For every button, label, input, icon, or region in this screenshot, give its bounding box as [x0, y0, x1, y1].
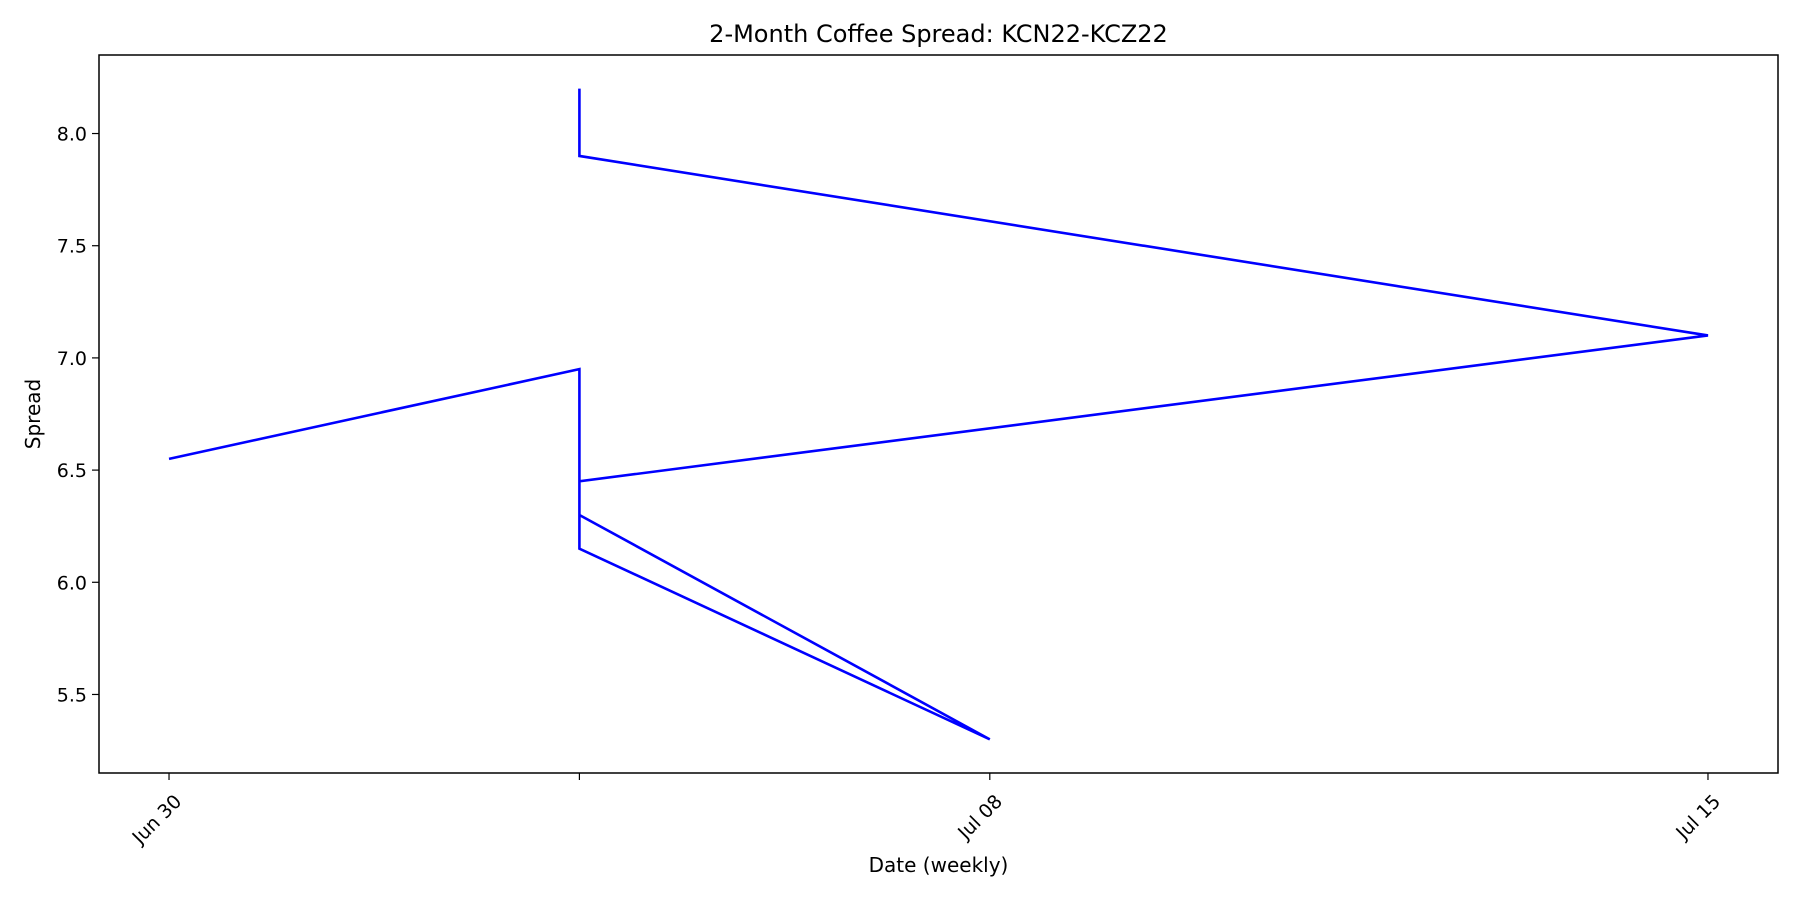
y-tick-label: 5.5: [57, 684, 87, 706]
chart-title: 2-Month Coffee Spread: KCN22-KCZ22: [709, 20, 1168, 48]
y-axis-label: Spread: [21, 379, 45, 449]
y-tick-label: 7.5: [57, 236, 87, 258]
series-line: [168, 88, 1709, 741]
x-tick-label: Jul 08: [953, 791, 1007, 845]
y-tick-label: 6.5: [57, 460, 87, 482]
plot-area: [98, 54, 1779, 774]
y-axis: 5.5 6.0 6.5 7.0 7.5 8.0: [57, 124, 99, 706]
x-axis-label: Date (weekly): [869, 853, 1009, 877]
x-tick-label: Jun 30: [128, 791, 187, 850]
y-tick-label: 6.0: [57, 572, 87, 594]
y-tick-label: 8.0: [57, 124, 87, 146]
x-tick-label: Jul 15: [1671, 791, 1725, 845]
series-layer: [168, 88, 1709, 741]
x-axis: Jun 30 Jul 08 Jul 15: [128, 773, 1725, 850]
y-tick-label: 7.0: [57, 348, 87, 370]
